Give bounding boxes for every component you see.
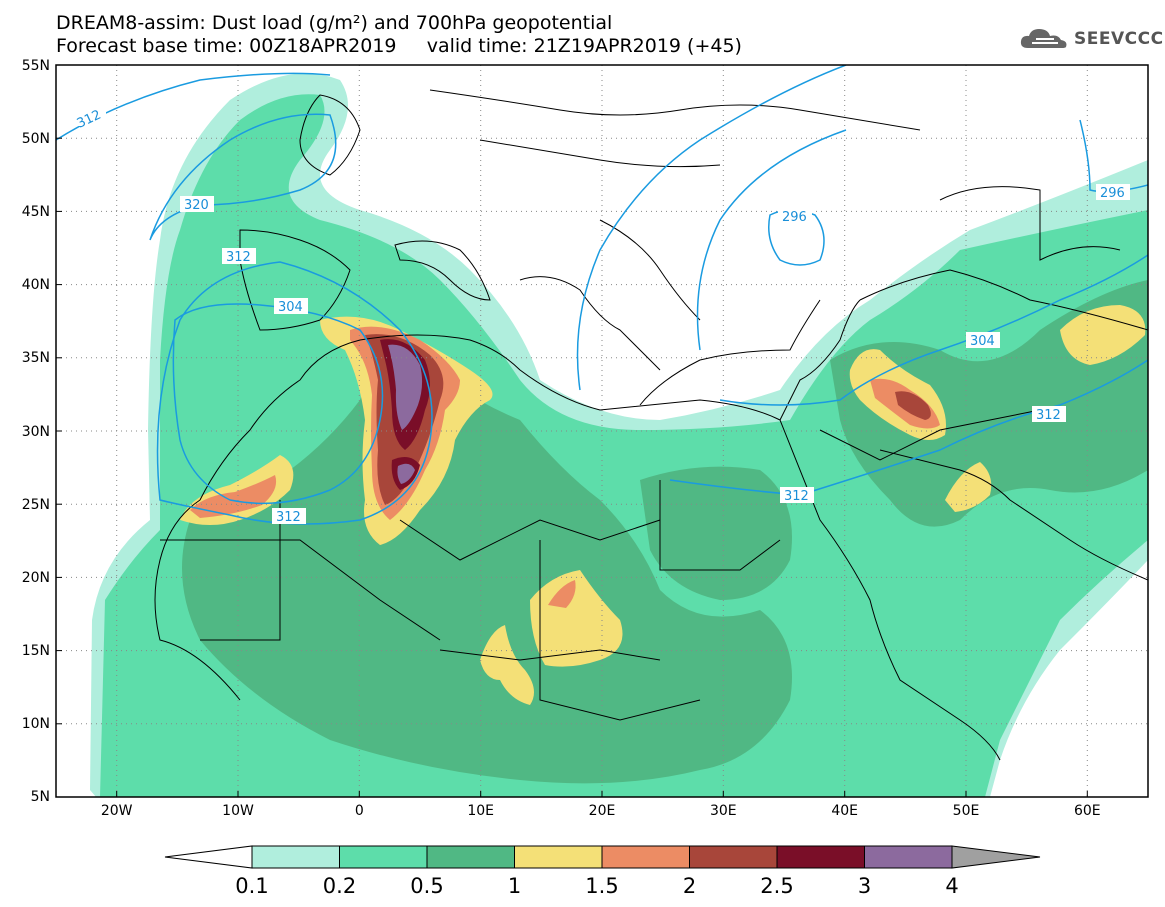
contour-label: 296 bbox=[782, 210, 807, 225]
lat-label: 55N bbox=[22, 58, 50, 74]
colorbar-label: 0.1 bbox=[235, 874, 268, 898]
dust-fields bbox=[90, 73, 1148, 797]
colorbar: 0.1 0.2 0.5 1 1.5 2 2.5 3 4 bbox=[164, 845, 1041, 898]
contour-label: 312 bbox=[226, 250, 251, 265]
colorbar-labels: 0.1 0.2 0.5 1 1.5 2 2.5 3 4 bbox=[235, 874, 958, 898]
contour-label: 312 bbox=[1036, 408, 1061, 423]
dust-level-0-5-sahara bbox=[182, 355, 792, 784]
lat-label: 30N bbox=[22, 424, 50, 440]
map-subtitle: Forecast base time: 00Z18APR2019 valid t… bbox=[56, 35, 742, 57]
map-gridlines bbox=[56, 65, 1148, 797]
contour-label: 296 bbox=[1100, 186, 1125, 201]
colorbar-label: 1 bbox=[508, 874, 521, 898]
latitude-labels: 55N 50N 45N 40N 35N 30N 25N 20N 15N 10N … bbox=[22, 58, 50, 805]
lat-label: 35N bbox=[22, 350, 50, 366]
lat-label: 5N bbox=[31, 789, 50, 805]
contour-label: 304 bbox=[970, 334, 995, 349]
coastlines bbox=[154, 89, 1148, 761]
colorbar-under-arrow bbox=[164, 845, 253, 869]
colorbar-cell bbox=[426, 845, 515, 869]
colorbar-over-arrow bbox=[951, 845, 1041, 869]
dust-level-3-algeria bbox=[388, 344, 423, 430]
logo-text: SEEVCCC bbox=[1074, 29, 1164, 49]
colorbar-cells bbox=[251, 845, 953, 869]
axis-ticks bbox=[56, 64, 1088, 797]
colorbar-cell bbox=[776, 845, 865, 869]
colorbar-label: 4 bbox=[945, 874, 958, 898]
lon-label: 10E bbox=[467, 803, 494, 819]
dust-level-0-5-sahel bbox=[640, 466, 792, 600]
contour-label: 312 bbox=[784, 489, 809, 504]
dust-level-1-5-morocco bbox=[190, 475, 277, 518]
colorbar-cell bbox=[251, 845, 340, 869]
lat-label: 15N bbox=[22, 643, 50, 659]
contour-label: 312 bbox=[276, 510, 301, 525]
colorbar-cell bbox=[864, 845, 953, 869]
lat-label: 40N bbox=[22, 277, 50, 293]
cloud-icon bbox=[1020, 29, 1067, 48]
contour-label: 304 bbox=[278, 300, 303, 315]
contour-label: 320 bbox=[184, 198, 209, 213]
dust-level-1-chad bbox=[530, 570, 623, 667]
lat-label: 45N bbox=[22, 204, 50, 220]
colorbar-label: 2.5 bbox=[760, 874, 793, 898]
lon-label: 0 bbox=[355, 803, 364, 819]
lon-label: 40E bbox=[831, 803, 858, 819]
dust-level-2-iraq bbox=[895, 391, 931, 420]
lon-label: 20E bbox=[589, 803, 616, 819]
contour-labels: 312 320 312 304 312 296 296 304 312 312 bbox=[72, 108, 1130, 525]
seevccc-logo: SEEVCCC bbox=[1018, 26, 1164, 52]
lon-label: 10W bbox=[222, 803, 254, 819]
lon-label: 50E bbox=[953, 803, 980, 819]
colorbar-label: 3 bbox=[858, 874, 871, 898]
lat-label: 10N bbox=[22, 716, 50, 732]
lon-label: 20W bbox=[101, 803, 133, 819]
lat-label: 25N bbox=[22, 497, 50, 513]
lon-label: 30E bbox=[710, 803, 737, 819]
longitude-labels: 20W 10W 0 10E 20E 30E 40E 50E 60E bbox=[101, 803, 1101, 819]
colorbar-label: 0.5 bbox=[410, 874, 443, 898]
lon-label: 60E bbox=[1074, 803, 1101, 819]
colorbar-label: 2 bbox=[683, 874, 696, 898]
colorbar-label: 0.2 bbox=[323, 874, 356, 898]
lat-label: 20N bbox=[22, 570, 50, 586]
colorbar-label: 1.5 bbox=[585, 874, 618, 898]
map-title: DREAM8-assim: Dust load (g/m²) and 700hP… bbox=[56, 12, 613, 34]
dust-level-1-niger bbox=[480, 625, 534, 705]
colorbar-cell bbox=[689, 845, 778, 869]
lat-label: 50N bbox=[22, 131, 50, 147]
colorbar-cell bbox=[339, 845, 428, 869]
colorbar-cell bbox=[514, 845, 603, 869]
colorbar-cell bbox=[601, 845, 690, 869]
dust-level-1-5-chad bbox=[548, 580, 576, 608]
dust-level-3-algeria-south bbox=[397, 463, 415, 484]
dust-level-1-uae bbox=[945, 462, 992, 512]
dust-level-1-iran bbox=[1060, 305, 1146, 365]
